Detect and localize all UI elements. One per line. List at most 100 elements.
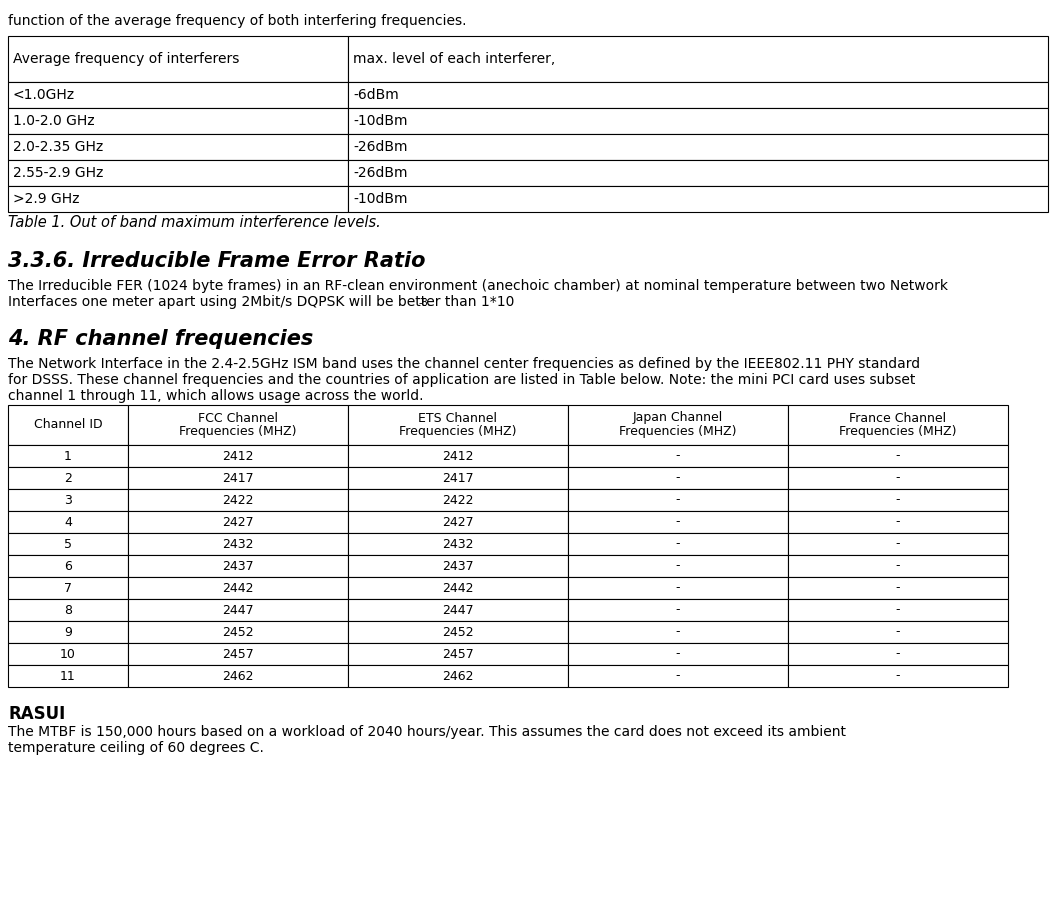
Text: The Network Interface in the 2.4-2.5GHz ISM band uses the channel center frequen: The Network Interface in the 2.4-2.5GHz … bbox=[8, 357, 920, 371]
Text: Interfaces one meter apart using 2Mbit/s DQPSK will be better than 1*10: Interfaces one meter apart using 2Mbit/s… bbox=[8, 295, 514, 309]
Bar bbox=[568, 511, 788, 533]
Bar bbox=[8, 665, 128, 687]
Bar bbox=[348, 467, 568, 489]
Text: 2442: 2442 bbox=[442, 581, 474, 594]
Bar bbox=[8, 108, 348, 134]
Text: 6: 6 bbox=[64, 559, 72, 573]
Text: ETS Channel: ETS Channel bbox=[418, 412, 497, 425]
Bar bbox=[8, 445, 128, 467]
Bar bbox=[788, 511, 1008, 533]
Bar bbox=[788, 533, 1008, 555]
Text: max. level of each interferer,: max. level of each interferer, bbox=[353, 52, 555, 66]
Text: -26dBm: -26dBm bbox=[353, 166, 408, 180]
Bar bbox=[568, 621, 788, 643]
Text: -: - bbox=[676, 538, 680, 551]
Text: -10dBm: -10dBm bbox=[353, 192, 408, 206]
Bar bbox=[128, 467, 348, 489]
Text: -: - bbox=[895, 472, 901, 484]
Text: -: - bbox=[676, 647, 680, 660]
Text: <1.0GHz: <1.0GHz bbox=[13, 88, 75, 102]
Bar bbox=[788, 621, 1008, 643]
Bar bbox=[348, 621, 568, 643]
Text: -: - bbox=[895, 494, 901, 507]
Text: 1.0-2.0 GHz: 1.0-2.0 GHz bbox=[13, 114, 95, 128]
Bar bbox=[8, 555, 128, 577]
Bar bbox=[128, 405, 348, 445]
Bar bbox=[8, 599, 128, 621]
Text: 10: 10 bbox=[60, 647, 76, 660]
Bar bbox=[788, 445, 1008, 467]
Bar bbox=[128, 643, 348, 665]
Text: 2: 2 bbox=[64, 472, 72, 484]
Bar bbox=[788, 555, 1008, 577]
Text: Average frequency of interferers: Average frequency of interferers bbox=[13, 52, 240, 66]
Bar bbox=[348, 511, 568, 533]
Text: FCC Channel: FCC Channel bbox=[199, 412, 278, 425]
Text: 2442: 2442 bbox=[222, 581, 253, 594]
Bar bbox=[128, 599, 348, 621]
Text: 2432: 2432 bbox=[222, 538, 253, 551]
Bar bbox=[568, 405, 788, 445]
Text: 2427: 2427 bbox=[222, 516, 253, 529]
Bar bbox=[128, 533, 348, 555]
Bar bbox=[568, 467, 788, 489]
Text: -: - bbox=[895, 449, 901, 462]
Text: 2422: 2422 bbox=[442, 494, 474, 507]
Bar bbox=[128, 511, 348, 533]
Text: Frequencies (MHZ): Frequencies (MHZ) bbox=[180, 426, 297, 438]
Text: -: - bbox=[895, 625, 901, 638]
Bar bbox=[568, 533, 788, 555]
Text: 2417: 2417 bbox=[442, 472, 474, 484]
Bar bbox=[128, 621, 348, 643]
Text: 2452: 2452 bbox=[222, 625, 253, 638]
Bar bbox=[568, 445, 788, 467]
Bar bbox=[8, 533, 128, 555]
Text: -6dBm: -6dBm bbox=[353, 88, 399, 102]
Text: 2422: 2422 bbox=[222, 494, 253, 507]
Text: -: - bbox=[676, 581, 680, 594]
Bar bbox=[128, 577, 348, 599]
Bar bbox=[128, 665, 348, 687]
Text: 8: 8 bbox=[64, 603, 72, 616]
Bar bbox=[348, 186, 1048, 212]
Bar bbox=[8, 82, 348, 108]
Text: -8.: -8. bbox=[418, 298, 431, 308]
Bar bbox=[788, 467, 1008, 489]
Bar bbox=[348, 82, 1048, 108]
Text: The Irreducible FER (1024 byte frames) in an RF-clean environment (anechoic cham: The Irreducible FER (1024 byte frames) i… bbox=[8, 279, 948, 293]
Text: 2457: 2457 bbox=[442, 647, 474, 660]
Bar bbox=[788, 599, 1008, 621]
Bar bbox=[8, 405, 128, 445]
Text: -: - bbox=[895, 538, 901, 551]
Bar bbox=[348, 533, 568, 555]
Bar bbox=[348, 599, 568, 621]
Bar bbox=[8, 467, 128, 489]
Text: 2412: 2412 bbox=[442, 449, 474, 462]
Text: -: - bbox=[676, 472, 680, 484]
Text: Channel ID: Channel ID bbox=[34, 418, 102, 432]
Text: 2452: 2452 bbox=[442, 625, 474, 638]
Text: 2427: 2427 bbox=[442, 516, 474, 529]
Bar bbox=[788, 665, 1008, 687]
Bar bbox=[348, 36, 1048, 82]
Text: 4: 4 bbox=[64, 516, 72, 529]
Text: 2437: 2437 bbox=[222, 559, 253, 573]
Text: temperature ceiling of 60 degrees C.: temperature ceiling of 60 degrees C. bbox=[8, 741, 264, 755]
Bar bbox=[568, 643, 788, 665]
Text: 2447: 2447 bbox=[442, 603, 474, 616]
Text: Frequencies (MHZ): Frequencies (MHZ) bbox=[619, 426, 737, 438]
Text: 7: 7 bbox=[64, 581, 72, 594]
Text: -: - bbox=[676, 449, 680, 462]
Bar bbox=[568, 665, 788, 687]
Text: channel 1 through 11, which allows usage across the world.: channel 1 through 11, which allows usage… bbox=[8, 389, 423, 403]
Bar bbox=[8, 511, 128, 533]
Text: Table 1. Out of band maximum interference levels.: Table 1. Out of band maximum interferenc… bbox=[8, 215, 381, 230]
Bar bbox=[568, 599, 788, 621]
Bar bbox=[348, 665, 568, 687]
Text: function of the average frequency of both interfering frequencies.: function of the average frequency of bot… bbox=[8, 14, 467, 28]
Text: The MTBF is 150,000 hours based on a workload of 2040 hours/year. This assumes t: The MTBF is 150,000 hours based on a wor… bbox=[8, 725, 846, 739]
Text: -: - bbox=[676, 625, 680, 638]
Bar bbox=[348, 555, 568, 577]
Text: 2412: 2412 bbox=[222, 449, 253, 462]
Text: 4. RF channel frequencies: 4. RF channel frequencies bbox=[8, 329, 314, 349]
